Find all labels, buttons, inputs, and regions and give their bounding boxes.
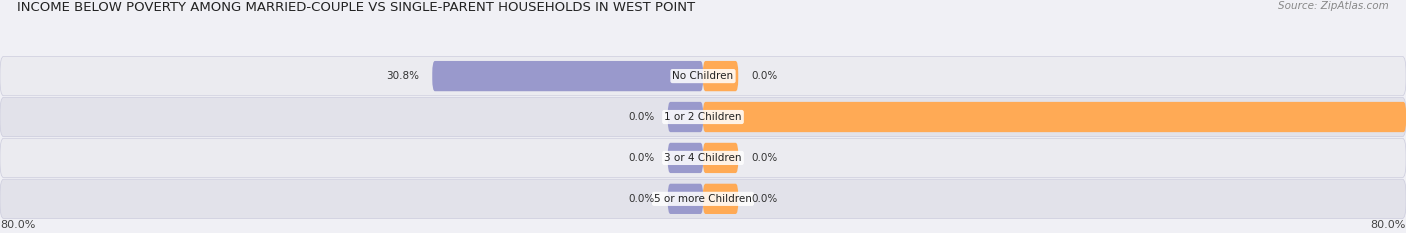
Text: 0.0%: 0.0% [628,112,655,122]
Text: No Children: No Children [672,71,734,81]
Text: 30.8%: 30.8% [387,71,419,81]
FancyBboxPatch shape [703,184,738,214]
Text: 0.0%: 0.0% [751,71,778,81]
Text: Source: ZipAtlas.com: Source: ZipAtlas.com [1278,1,1389,11]
FancyBboxPatch shape [668,184,703,214]
FancyBboxPatch shape [668,143,703,173]
FancyBboxPatch shape [0,179,1406,219]
Text: 0.0%: 0.0% [751,153,778,163]
Text: 0.0%: 0.0% [628,153,655,163]
FancyBboxPatch shape [0,56,1406,96]
Text: 5 or more Children: 5 or more Children [654,194,752,204]
Text: 80.0%: 80.0% [1371,220,1406,230]
Text: 3 or 4 Children: 3 or 4 Children [664,153,742,163]
FancyBboxPatch shape [703,61,738,91]
Text: 1 or 2 Children: 1 or 2 Children [664,112,742,122]
Text: INCOME BELOW POVERTY AMONG MARRIED-COUPLE VS SINGLE-PARENT HOUSEHOLDS IN WEST PO: INCOME BELOW POVERTY AMONG MARRIED-COUPL… [17,1,695,14]
Text: 0.0%: 0.0% [628,194,655,204]
FancyBboxPatch shape [432,61,703,91]
FancyBboxPatch shape [703,143,738,173]
Text: 80.0%: 80.0% [0,220,35,230]
Text: 0.0%: 0.0% [751,194,778,204]
FancyBboxPatch shape [668,102,703,132]
FancyBboxPatch shape [0,138,1406,178]
FancyBboxPatch shape [703,102,1406,132]
FancyBboxPatch shape [0,97,1406,137]
